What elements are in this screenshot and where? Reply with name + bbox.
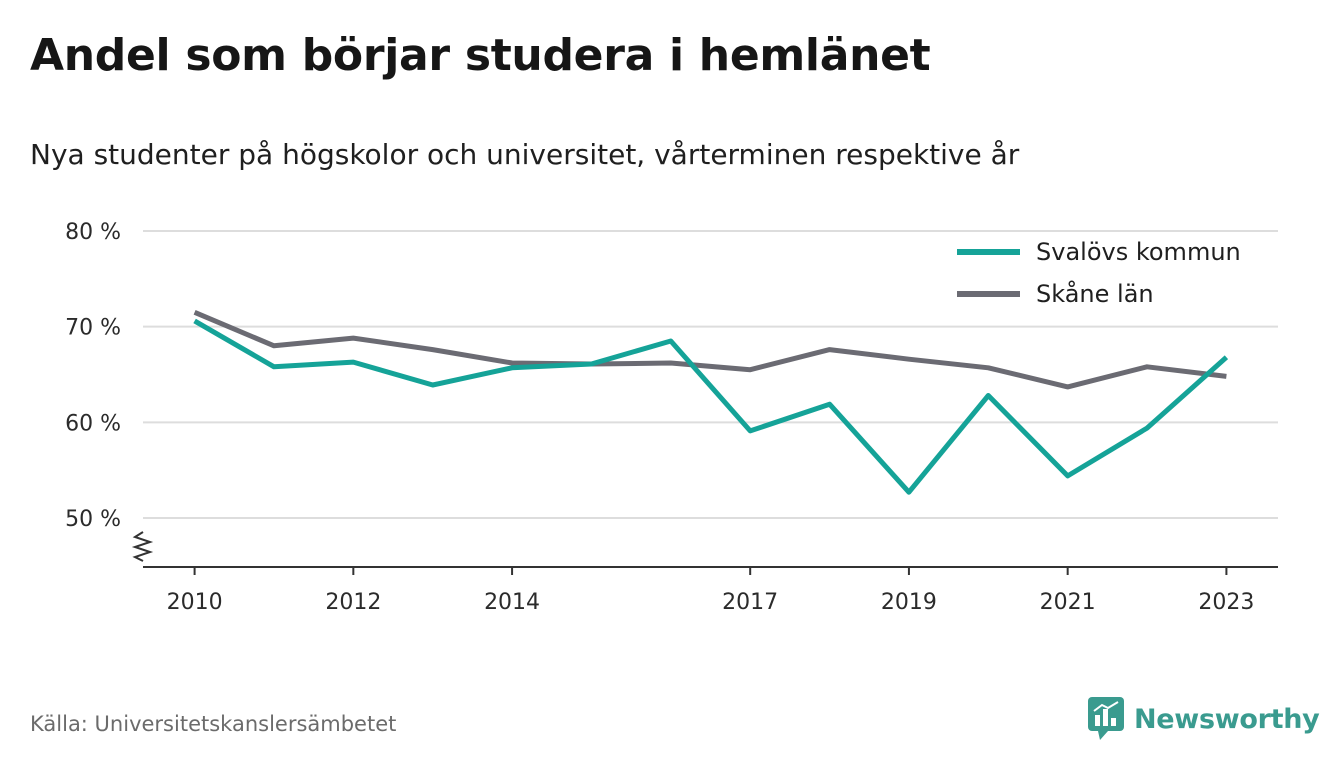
chart-subtitle: Nya studenter på högskolor och universit… (30, 138, 1020, 171)
series-line (193, 309, 1227, 390)
x-tick-label: 2014 (484, 590, 540, 615)
brand-logo: Newsworthy (1088, 697, 1320, 741)
x-tick-label: 2021 (1040, 590, 1096, 615)
source-note: Källa: Universitetskanslersämbetet (30, 712, 397, 736)
legend-label: Svalövs kommun (1036, 238, 1241, 266)
axis-break-icon (131, 531, 154, 562)
y-tick-label: 70 % (65, 316, 121, 341)
y-tick-label: 60 % (65, 411, 121, 436)
x-tick-label: 2019 (881, 590, 937, 615)
y-tick-label: 50 % (65, 507, 121, 532)
series-line (193, 318, 1229, 495)
x-tick-label: 2012 (325, 590, 381, 615)
legend-label: Skåne län (1036, 279, 1154, 308)
x-tick-label: 2023 (1198, 590, 1254, 615)
chart-title: Andel som börjar studera i hemlänet (30, 30, 931, 81)
x-tick-label: 2010 (167, 590, 223, 615)
x-tick-label: 2017 (722, 590, 778, 615)
line-chart: 50 % 60 % 70 % 80 % 2010 2012 2014 2017 2019 2021… (65, 220, 1278, 615)
brand-name: Newsworthy (1134, 703, 1320, 735)
newsworthy-logo-icon (1088, 697, 1124, 740)
y-tick-label: 80 % (65, 220, 121, 245)
